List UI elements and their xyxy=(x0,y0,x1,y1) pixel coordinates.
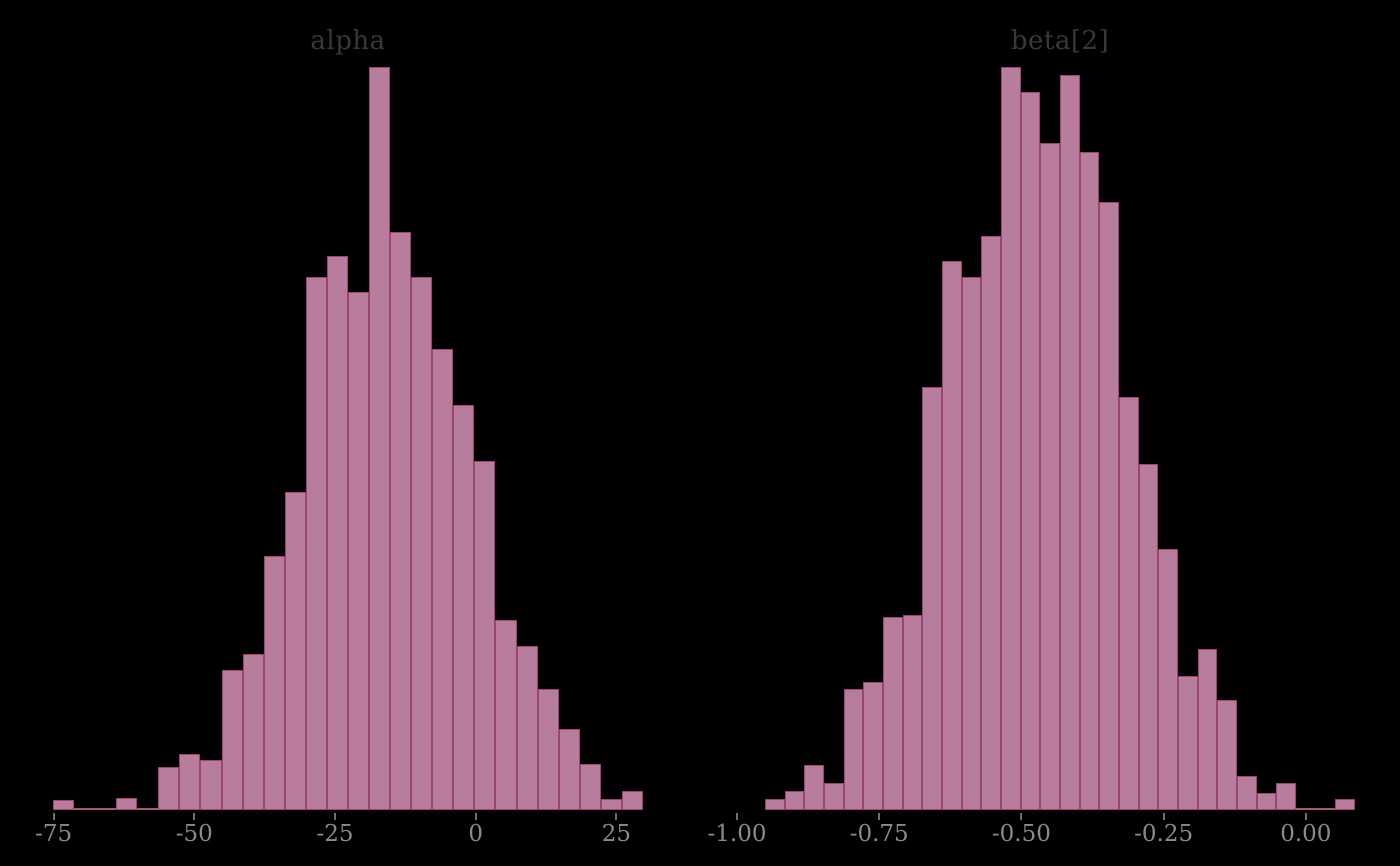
alpha-x-tick-mark xyxy=(615,813,618,820)
beta2-histogram-bar xyxy=(1217,700,1238,811)
beta2-histogram-bar xyxy=(902,615,923,811)
alpha-histogram-bar xyxy=(158,767,180,811)
beta2-histogram-bar xyxy=(765,799,785,811)
beta2-histogram-bar xyxy=(1099,202,1120,811)
beta2-histogram-bar xyxy=(1138,464,1159,811)
alpha-x-tick-label: 0 xyxy=(468,821,484,847)
alpha-histogram-bar xyxy=(558,729,580,811)
beta2-histogram-bar xyxy=(981,236,1002,811)
alpha-histogram-bar xyxy=(53,800,75,811)
alpha-histogram-bar xyxy=(116,798,138,811)
beta2-x-tick-label: -0.25 xyxy=(1134,821,1194,847)
beta2-histogram-bar xyxy=(1001,67,1021,811)
beta2-histogram-bar xyxy=(1040,143,1061,811)
alpha-histogram-bar xyxy=(390,232,412,811)
alpha-histogram-bar xyxy=(200,760,222,811)
alpha-histogram-bar xyxy=(179,754,201,811)
alpha-histogram-bar xyxy=(579,764,601,811)
beta2-histogram-bar xyxy=(942,261,962,811)
alpha-histogram-bar xyxy=(453,405,475,811)
beta2-x-tick-label: -1.00 xyxy=(707,821,767,847)
alpha-histogram-bar xyxy=(537,689,559,811)
alpha-histogram-bar xyxy=(474,461,496,811)
beta2-histogram-bar xyxy=(922,387,943,811)
alpha-x-tick-label: -75 xyxy=(35,821,73,847)
beta2-x-tick-mark xyxy=(736,813,738,820)
alpha-x-tick-mark xyxy=(334,813,336,820)
beta2-histogram-bar xyxy=(1256,793,1277,811)
plot-alpha-title: alpha xyxy=(310,26,386,56)
beta2-histogram-bar xyxy=(1197,649,1218,811)
alpha-x-tick-mark xyxy=(474,813,477,820)
beta2-histogram-bar xyxy=(1178,676,1198,811)
alpha-histogram-bar xyxy=(495,620,517,811)
beta2-histogram-bar xyxy=(1237,776,1257,811)
alpha-histogram-bar xyxy=(432,349,454,811)
beta2-x-tick-label: -0.50 xyxy=(991,821,1051,847)
alpha-x-tick-mark xyxy=(52,813,55,820)
plot-beta2-title: beta[2] xyxy=(1010,26,1110,56)
alpha-histogram-bar xyxy=(305,277,327,811)
beta2-histogram-bar xyxy=(1276,783,1297,811)
beta2-x-tick-label: -0.75 xyxy=(849,821,909,847)
alpha-x-tick-mark xyxy=(193,813,196,820)
beta2-x-tick-mark xyxy=(1162,813,1165,820)
beta2-x-tick-label: 0.00 xyxy=(1280,821,1332,847)
beta2-x-tick-mark xyxy=(878,813,881,820)
beta2-histogram-bar xyxy=(961,277,982,811)
beta2-histogram-bar xyxy=(1158,549,1179,811)
beta2-histogram-bar xyxy=(784,791,805,811)
alpha-histogram-bar xyxy=(221,670,243,811)
beta2-x-tick-mark xyxy=(1020,813,1023,820)
alpha-histogram-bar xyxy=(369,67,391,811)
alpha-histogram-bar xyxy=(242,654,264,811)
beta2-histogram-bar xyxy=(1060,75,1080,811)
beta2-histogram-bar xyxy=(1335,799,1356,811)
alpha-x-tick-label: -50 xyxy=(175,821,213,847)
alpha-x-tick-label: 25 xyxy=(601,821,632,847)
alpha-histogram-bar xyxy=(600,799,622,811)
alpha-histogram-bar xyxy=(347,292,370,811)
beta2-histogram-bar xyxy=(804,765,824,811)
alpha-histogram-bar xyxy=(621,791,643,811)
alpha-histogram-bar xyxy=(516,646,538,811)
alpha-histogram-bar xyxy=(263,556,285,811)
beta2-histogram-bar xyxy=(1020,92,1041,811)
beta2-histogram-bar xyxy=(1119,397,1139,811)
alpha-histogram-bar xyxy=(284,492,306,811)
beta2-histogram-bar xyxy=(1079,152,1100,811)
beta2-histogram-bar xyxy=(824,783,844,811)
beta2-x-tick-mark xyxy=(1304,813,1307,820)
beta2-histogram-bar xyxy=(883,617,903,811)
alpha-x-tick-label: -25 xyxy=(316,821,354,847)
beta2-histogram-bar xyxy=(863,682,883,811)
alpha-histogram-bar xyxy=(326,256,348,811)
beta2-histogram-bar xyxy=(843,689,864,811)
alpha-histogram-bar xyxy=(411,277,433,811)
